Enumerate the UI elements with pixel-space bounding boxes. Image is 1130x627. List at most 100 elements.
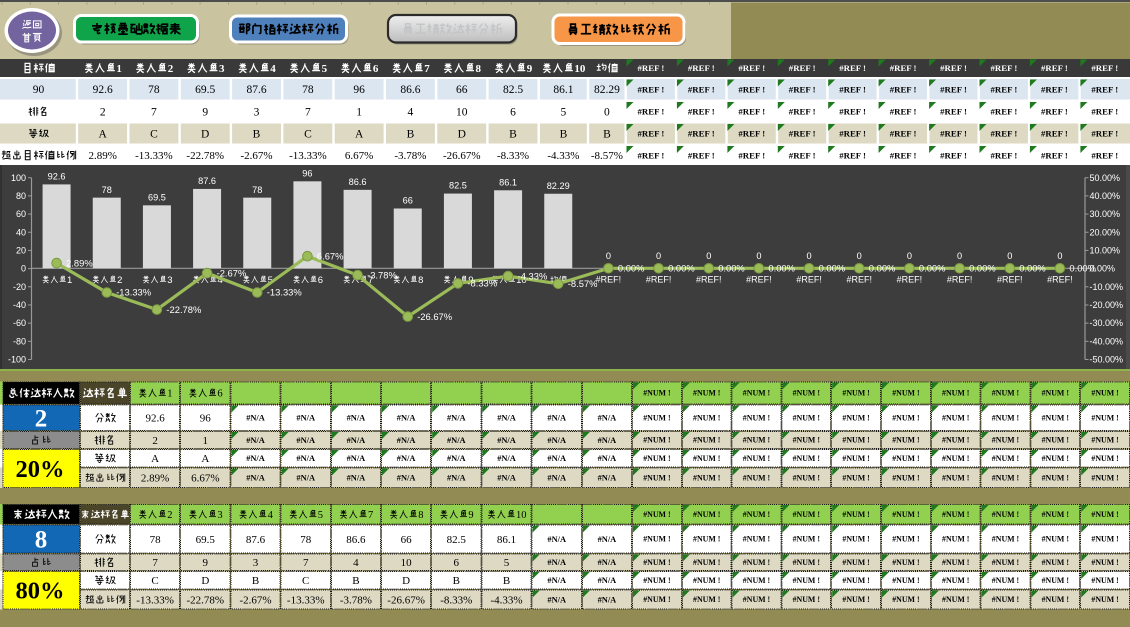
- svg-text:#N/A: #N/A: [547, 558, 566, 567]
- svg-text:-2.67%: -2.67%: [240, 150, 272, 162]
- svg-text:20: 20: [16, 246, 26, 256]
- svg-text:#REF !: #REF !: [1091, 63, 1118, 73]
- svg-text:#N/A: #N/A: [497, 474, 516, 483]
- svg-text:#REF !: #REF !: [839, 150, 866, 160]
- svg-text:96: 96: [302, 169, 312, 179]
- svg-text:#NUM !: #NUM !: [1042, 510, 1069, 519]
- svg-text:5: 5: [268, 275, 273, 286]
- svg-text:#REF !: #REF !: [738, 150, 765, 160]
- svg-text:0: 0: [706, 251, 711, 261]
- svg-text:7: 7: [152, 557, 158, 569]
- svg-text:#REF !: #REF !: [789, 150, 816, 160]
- svg-text:0: 0: [604, 107, 610, 119]
- svg-text:#N/A: #N/A: [547, 595, 566, 604]
- svg-text:1: 1: [203, 435, 209, 447]
- svg-text:#N/A: #N/A: [547, 474, 566, 483]
- svg-text:2: 2: [35, 405, 48, 432]
- svg-text:92.6: 92.6: [145, 413, 165, 425]
- svg-text:80: 80: [16, 191, 26, 201]
- svg-text:#NUM !: #NUM !: [842, 414, 869, 423]
- svg-text:30.00%: 30.00%: [1090, 209, 1121, 219]
- svg-text:#REF !: #REF !: [991, 129, 1018, 139]
- svg-text:9: 9: [468, 510, 473, 521]
- svg-text:#NUM !: #NUM !: [992, 454, 1019, 463]
- svg-text:40: 40: [16, 227, 26, 237]
- svg-text:#NUM !: #NUM !: [842, 454, 869, 463]
- svg-text:7: 7: [303, 557, 309, 569]
- svg-text:-26.67%: -26.67%: [443, 150, 481, 162]
- svg-text:90: 90: [33, 84, 45, 96]
- svg-text:#REF!: #REF!: [897, 275, 923, 285]
- svg-text:#NUM !: #NUM !: [842, 576, 869, 585]
- svg-text:-2.67%: -2.67%: [217, 267, 247, 278]
- svg-text:6: 6: [510, 107, 516, 119]
- svg-text:-50.00%: -50.00%: [1090, 355, 1124, 365]
- svg-text:0.00%: 0.00%: [819, 263, 846, 274]
- svg-text:C: C: [304, 129, 312, 141]
- svg-text:#N/A: #N/A: [547, 576, 566, 585]
- svg-text:87.6: 87.6: [246, 84, 266, 96]
- svg-text:7: 7: [368, 510, 373, 521]
- svg-text:#NUM !: #NUM !: [1091, 535, 1118, 544]
- svg-text:#REF !: #REF !: [940, 107, 967, 117]
- svg-text:#N/A: #N/A: [447, 436, 466, 445]
- svg-text:86.6: 86.6: [400, 84, 420, 96]
- svg-text:-4.33%: -4.33%: [490, 594, 522, 606]
- svg-text:#REF!: #REF!: [846, 275, 872, 285]
- svg-text:#N/A: #N/A: [598, 436, 617, 445]
- svg-text:#N/A: #N/A: [598, 454, 617, 463]
- svg-text:B: B: [252, 575, 259, 587]
- svg-text:0.00%: 0.00%: [1019, 263, 1046, 274]
- svg-text:#REF !: #REF !: [1041, 84, 1068, 94]
- svg-text:#NUM !: #NUM !: [1042, 576, 1069, 585]
- svg-text:-30.00%: -30.00%: [1090, 318, 1124, 328]
- svg-text:B: B: [560, 129, 568, 141]
- svg-text:#N/A: #N/A: [246, 414, 265, 423]
- svg-text:0: 0: [907, 251, 912, 261]
- svg-text:#REF !: #REF !: [940, 129, 967, 139]
- svg-text:#REF !: #REF !: [789, 84, 816, 94]
- svg-text:#REF !: #REF !: [1041, 129, 1068, 139]
- svg-text:2: 2: [117, 275, 122, 286]
- svg-text:#REF !: #REF !: [738, 107, 765, 117]
- svg-text:#NUM !: #NUM !: [992, 474, 1019, 483]
- svg-text:#NUM !: #NUM !: [693, 454, 720, 463]
- svg-text:6: 6: [373, 63, 379, 75]
- svg-text:-100: -100: [8, 355, 26, 365]
- svg-text:69.5: 69.5: [148, 193, 166, 203]
- svg-text:-8.33%: -8.33%: [440, 594, 472, 606]
- svg-text:#NUM !: #NUM !: [1042, 414, 1069, 423]
- svg-text:0.00%: 0.00%: [969, 263, 996, 274]
- svg-text:10: 10: [574, 63, 586, 75]
- svg-text:#NUM !: #NUM !: [743, 436, 770, 445]
- svg-text:7: 7: [151, 107, 157, 119]
- svg-text:#NUM !: #NUM !: [992, 535, 1019, 544]
- svg-text:87.6: 87.6: [246, 534, 266, 546]
- svg-text:#REF !: #REF !: [940, 150, 967, 160]
- svg-text:20.00%: 20.00%: [1090, 227, 1121, 237]
- svg-text:80%: 80%: [16, 578, 65, 605]
- svg-text:#REF !: #REF !: [1091, 107, 1118, 117]
- svg-text:#REF !: #REF !: [688, 107, 715, 117]
- svg-text:8: 8: [418, 510, 423, 521]
- svg-text:-60: -60: [13, 318, 26, 328]
- svg-text:3: 3: [217, 510, 222, 521]
- svg-text:#NUM !: #NUM !: [743, 595, 770, 604]
- svg-text:6.67%: 6.67%: [191, 473, 219, 485]
- svg-text:3: 3: [253, 557, 259, 569]
- svg-text:#N/A: #N/A: [447, 414, 466, 423]
- svg-text:#NUM !: #NUM !: [693, 414, 720, 423]
- svg-text:9: 9: [203, 557, 209, 569]
- svg-text:66: 66: [456, 84, 468, 96]
- svg-text:#REF !: #REF !: [688, 84, 715, 94]
- svg-text:2.89%: 2.89%: [66, 257, 93, 268]
- svg-text:#REF!: #REF!: [596, 275, 622, 285]
- svg-text:#N/A: #N/A: [246, 454, 265, 463]
- svg-text:#REF !: #REF !: [688, 63, 715, 73]
- svg-text:87.6: 87.6: [198, 176, 216, 186]
- svg-text:#N/A: #N/A: [547, 414, 566, 423]
- svg-text:5: 5: [322, 63, 328, 75]
- svg-text:#N/A: #N/A: [397, 436, 416, 445]
- svg-text:A: A: [355, 129, 364, 141]
- svg-text:#NUM !: #NUM !: [643, 535, 670, 544]
